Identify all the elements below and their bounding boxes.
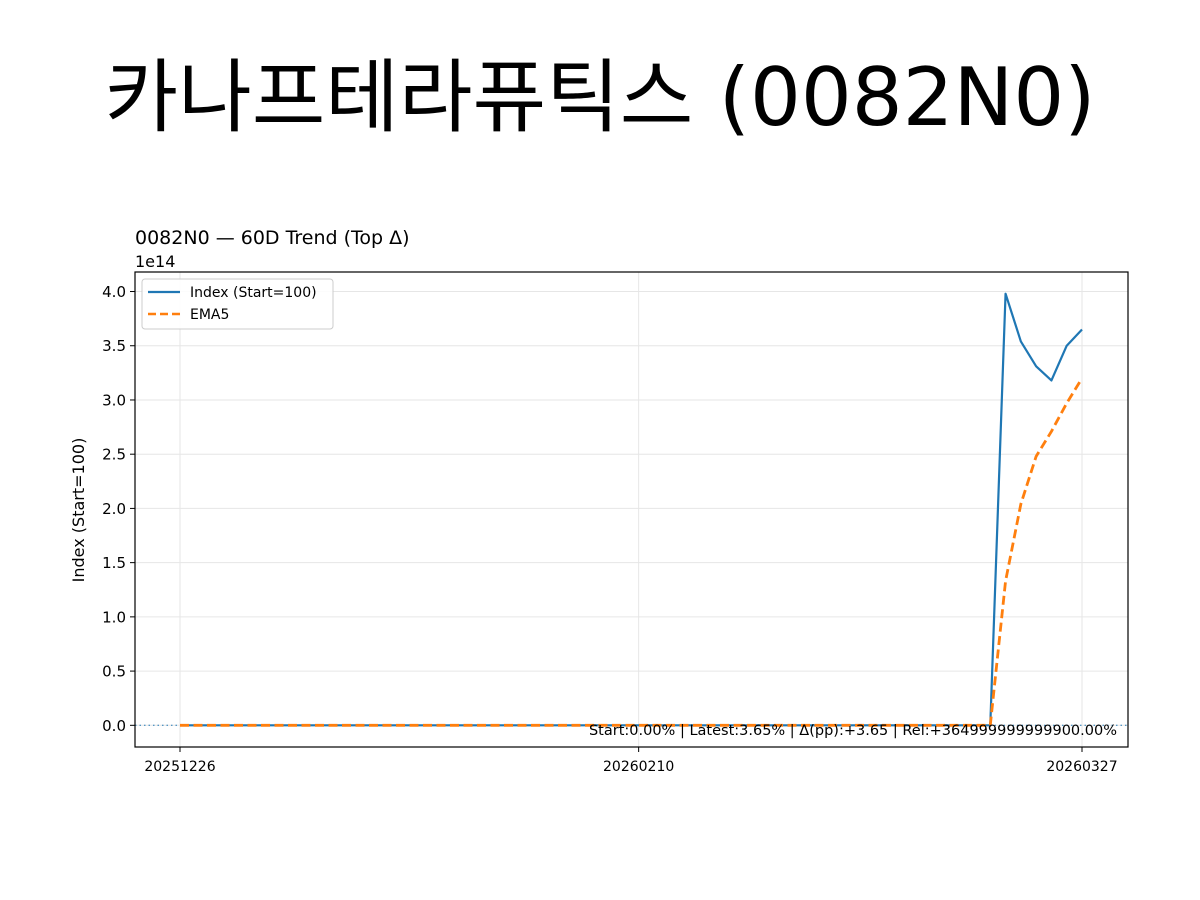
y-tick-label: 4.0 — [102, 283, 126, 301]
x-tick-label: 20251226 — [144, 759, 215, 775]
y-tick-label: 1.5 — [102, 554, 126, 572]
stats-annotation: Start:0.00% | Latest:3.65% | Δ(pp):+3.65… — [589, 723, 1117, 739]
chart-title: 0082N0 — 60D Trend (Top Δ) — [135, 227, 410, 249]
series-line-index — [180, 292, 1083, 727]
y-tick-label: 3.5 — [102, 337, 126, 355]
grid — [135, 272, 1128, 747]
y-offset-label: 1e14 — [135, 252, 175, 271]
y-tick-label: 2.0 — [102, 500, 126, 518]
legend: Index (Start=100) EMA5 — [141, 278, 334, 330]
y-tick-label: 0.5 — [102, 663, 126, 681]
legend-label-index: Index (Start=100) — [190, 285, 317, 301]
y-tick-label: 2.5 — [102, 446, 126, 464]
y-tick-label: 0.0 — [102, 717, 126, 735]
x-tick-label: 20260327 — [1046, 759, 1117, 775]
y-tick-label: 3.0 — [102, 391, 126, 409]
axes: 0.0 0.5 1.0 1.5 2.0 2.5 3.0 3.5 4.0 20251226 20260… — [102, 283, 1117, 775]
x-tick-label: 20260210 — [603, 759, 674, 775]
legend-label-ema5: EMA5 — [190, 307, 229, 323]
legend-box — [141, 278, 334, 330]
y-axis-label: Index (Start=100) — [69, 438, 88, 583]
figure-title: 카나프테라퓨틱스 (0082N0) — [104, 51, 1096, 144]
y-tick-label: 1.0 — [102, 608, 126, 626]
series-layer — [180, 292, 1084, 727]
plot-area-frame — [134, 271, 1129, 748]
series-line-ema5 — [180, 377, 1084, 727]
